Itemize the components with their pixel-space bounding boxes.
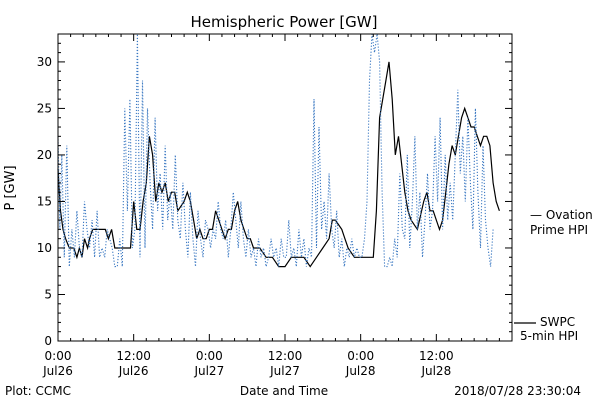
y-tick-label: 0: [44, 334, 52, 348]
x-tick-label-time: 0:00: [347, 349, 374, 363]
x-tick-label-time: 12:00: [116, 349, 151, 363]
series-line-swpc: [57, 61, 500, 268]
x-tick-label-date: Jul26: [118, 364, 149, 378]
x-tick-label-time: 12:00: [419, 349, 454, 363]
x-tick-label-date: Jul27: [193, 364, 224, 378]
series-line-ovation: [57, 33, 494, 268]
y-tick-label: 30: [37, 55, 52, 69]
footer-plot-source: Plot: CCMC: [5, 384, 71, 398]
y-tick-label: 10: [37, 241, 52, 255]
x-tick-label-time: 0:00: [196, 349, 223, 363]
legend-swpc-line1: SWPC: [540, 315, 575, 329]
y-tick-label: 15: [37, 194, 52, 208]
y-axis-label: P [GW]: [3, 165, 18, 210]
x-tick-label-time: 0:00: [45, 349, 72, 363]
legend-ovation-line2: Prime HPI: [530, 223, 588, 237]
x-tick-label-date: Jul28: [345, 364, 376, 378]
x-tick-label-time: 12:00: [268, 349, 303, 363]
x-tick-label-date: Jul27: [269, 364, 300, 378]
x-tick-label-date: Jul26: [42, 364, 73, 378]
y-tick-label: 25: [37, 101, 52, 115]
legend-swpc-line2: 5-min HPI: [520, 329, 578, 343]
x-tick-label-date: Jul28: [420, 364, 451, 378]
axes: 0510152025300:00Jul2612:00Jul260:00Jul27…: [37, 33, 513, 378]
chart-title: Hemispheric Power [GW]: [191, 13, 378, 31]
plot-area: [57, 33, 500, 268]
x-axis-label: Date and Time: [240, 384, 328, 398]
y-tick-label: 20: [37, 148, 52, 162]
footer-timestamp: 2018/07/28 23:30:04: [454, 384, 581, 398]
y-tick-label: 5: [44, 287, 52, 301]
legend-ovation-line1: — Ovation: [530, 208, 593, 222]
